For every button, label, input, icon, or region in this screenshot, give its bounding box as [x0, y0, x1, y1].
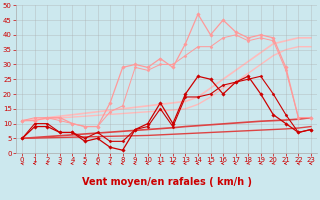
X-axis label: Vent moyen/en rafales ( km/h ): Vent moyen/en rafales ( km/h ): [82, 177, 252, 187]
